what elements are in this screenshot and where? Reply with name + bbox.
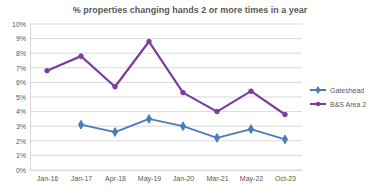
- grid-line: [30, 38, 302, 39]
- y-tick: 4%: [16, 108, 30, 115]
- series-group: [45, 39, 288, 143]
- point: [249, 89, 254, 94]
- y-tick-label: 4%: [16, 108, 26, 115]
- grid-line: [30, 170, 302, 171]
- point: [146, 115, 151, 124]
- title: % properties changing hands 2 or more ti…: [73, 5, 308, 15]
- point: [79, 54, 84, 59]
- y-tick: 9%: [16, 35, 30, 42]
- x-tick: May-22: [240, 175, 263, 183]
- legend-label: Gateshead: [330, 87, 364, 94]
- y-tick: 7%: [16, 65, 30, 72]
- y-tick: 8%: [16, 50, 30, 57]
- x-axis-line: [31, 170, 303, 171]
- point: [78, 120, 83, 129]
- y-tick: 2%: [16, 138, 30, 145]
- x-axis: Jan-16 Jan-17 Apr-18 May-19 Jan-20 Mar-21 May-…: [31, 171, 303, 183]
- y-tick: 1%: [16, 152, 30, 159]
- grid-line: [30, 111, 302, 112]
- x-tick: Mar-21: [206, 175, 228, 182]
- legend-marker: [315, 86, 320, 95]
- y-tick-label: 6%: [16, 79, 26, 86]
- legend-item: Gateshead: [310, 86, 364, 95]
- x-tick-label: Jan-17: [71, 175, 93, 182]
- y-tick-label: 0%: [16, 167, 26, 174]
- y-axis: 0% 1% 2% 3% 4% 5% 6% 7% 8% 9% 10%: [12, 21, 31, 174]
- x-tick-label: Oct-23: [275, 175, 296, 182]
- legend: Gateshead B&S Area 2: [310, 86, 366, 108]
- y-tick-label: 2%: [16, 138, 26, 145]
- x-tick: Apr-18: [105, 175, 126, 183]
- point: [180, 122, 185, 131]
- y-tick: 5%: [16, 94, 30, 101]
- x-tick-label: Mar-21: [206, 175, 228, 182]
- point: [112, 128, 117, 137]
- y-tick-label: 10%: [12, 21, 26, 28]
- x-tick: Oct-23: [275, 175, 296, 182]
- legend-item: B&S Area 2: [310, 101, 366, 108]
- x-tick: Jan-16: [37, 175, 59, 182]
- point: [248, 125, 253, 134]
- legend-label: B&S Area 2: [330, 101, 366, 108]
- point: [215, 109, 220, 114]
- grid-line: [30, 82, 302, 83]
- y-tick: 6%: [16, 79, 30, 86]
- y-tick-label: 5%: [16, 94, 26, 101]
- grid-line: [30, 53, 302, 54]
- point: [45, 68, 50, 73]
- grid: [30, 24, 302, 170]
- y-tick-label: 9%: [16, 35, 26, 42]
- point: [283, 112, 288, 117]
- point: [147, 39, 152, 44]
- y-tick-label: 3%: [16, 123, 26, 130]
- y-axis-line: [30, 25, 31, 171]
- point: [181, 90, 186, 95]
- grid-line: [30, 140, 302, 141]
- x-tick-label: May-19: [138, 175, 161, 183]
- x-tick-label: May-22: [240, 175, 263, 183]
- y-tick: 0%: [16, 167, 30, 174]
- x-tick: May-19: [138, 175, 161, 183]
- grid-line: [30, 155, 302, 156]
- y-tick-label: 7%: [16, 65, 26, 72]
- point: [214, 134, 219, 143]
- x-tick-label: Jan-16: [37, 175, 59, 182]
- grid-line: [30, 126, 302, 127]
- y-tick-label: 8%: [16, 50, 26, 57]
- y-tick-label: 1%: [16, 152, 26, 159]
- y-tick: 3%: [16, 123, 30, 130]
- series-line: [47, 42, 285, 115]
- x-tick: Jan-20: [173, 175, 195, 182]
- point: [282, 135, 287, 144]
- point: [113, 85, 118, 90]
- y-tick: 10%: [12, 21, 30, 28]
- legend-marker: [316, 102, 321, 107]
- chart: % properties changing hands 2 or more ti…: [0, 0, 380, 190]
- x-tick-label: Jan-20: [173, 175, 195, 182]
- plot: 0% 1% 2% 3% 4% 5% 6% 7% 8% 9% 10% Jan-16 Jan-17 Apr-1…: [12, 21, 303, 183]
- series-line: [81, 119, 285, 139]
- x-tick-label: Apr-18: [105, 175, 126, 183]
- grid-line: [30, 24, 302, 25]
- x-tick: Jan-17: [71, 175, 93, 182]
